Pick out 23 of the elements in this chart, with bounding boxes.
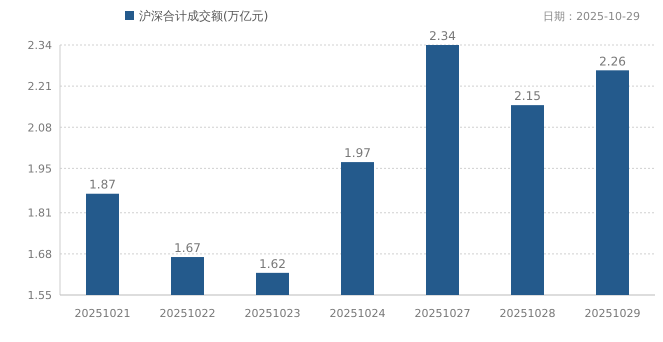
y-tick-label: 2.21	[28, 80, 52, 94]
data-label: 2.34	[429, 29, 456, 43]
text: 日期：2025-10-29	[543, 10, 640, 23]
x-tick-label: 20251023	[244, 307, 300, 320]
data-label: 2.15	[514, 89, 541, 104]
x-tick-label: 20251027	[414, 307, 470, 320]
data-label: 2.26	[599, 54, 626, 68]
data-label: 1.62	[259, 256, 286, 271]
y-tick-label: 2.08	[28, 121, 52, 134]
x-tick-label: 20251021	[74, 307, 130, 320]
x-tick-label: 20251029	[584, 307, 640, 320]
x-tick-label: 20251022	[160, 307, 216, 320]
data-label: 1.97	[344, 146, 371, 160]
data-label: 1.67	[174, 241, 201, 256]
data-label: 1.87	[89, 178, 116, 192]
y-tick-label: 1.81	[28, 206, 52, 220]
x-tick-label: 20251024	[330, 307, 386, 320]
y-tick-label: 1.95	[28, 162, 52, 176]
x-tick-label: 20251028	[500, 307, 556, 320]
legend-label: 沪深合计成交额(万亿元)	[139, 9, 268, 23]
y-tick-label: 1.68	[28, 248, 52, 261]
y-tick-label: 2.34	[28, 39, 52, 52]
y-tick-label: 1.55	[28, 289, 52, 302]
